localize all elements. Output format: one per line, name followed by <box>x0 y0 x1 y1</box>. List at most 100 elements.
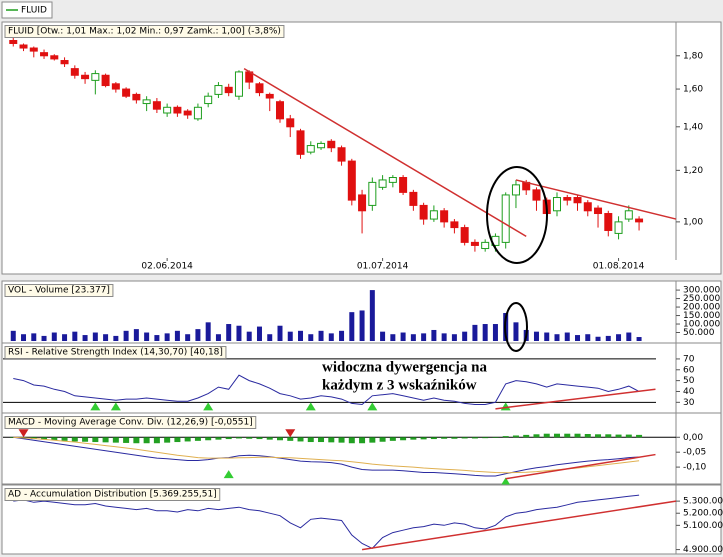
bar <box>92 437 99 443</box>
y-tick-label: 1,40 <box>683 122 703 132</box>
candle-body <box>317 142 326 149</box>
y-tick-label: 1,80 <box>683 51 703 61</box>
bar <box>308 334 314 341</box>
title-box <box>4 25 285 38</box>
bar <box>554 334 560 341</box>
y-tick-label: -0,10 <box>683 463 707 473</box>
bar <box>451 334 457 341</box>
signal-marker <box>90 402 101 411</box>
candle-body <box>481 241 490 250</box>
y-tick-label: 1,20 <box>683 166 703 176</box>
y-tick-label: 5.200.000 <box>683 509 723 519</box>
bar <box>379 437 386 442</box>
bar <box>380 331 386 341</box>
y-tick-label: 5.300.000 <box>683 497 723 507</box>
title-box <box>4 488 221 501</box>
bar <box>267 334 273 341</box>
signal-marker <box>500 477 511 486</box>
y-tick-label: 40 <box>683 387 695 397</box>
candle-body <box>265 93 274 99</box>
tab-label: FLUID <box>21 6 47 16</box>
panel-title: RSI - Relative Strength Index (14,30,70)… <box>8 348 223 358</box>
candle-body <box>470 241 479 246</box>
y-tick-label: 1,60 <box>683 85 703 95</box>
candle-body <box>368 181 377 206</box>
candle-body <box>183 110 192 116</box>
bar <box>616 334 622 341</box>
signal-marker <box>203 402 214 411</box>
candle-body <box>60 60 69 65</box>
y-tick-label: 60 <box>683 365 695 375</box>
bar <box>462 331 468 341</box>
candle-body <box>91 73 100 81</box>
candle-body <box>614 221 623 234</box>
highlight-ellipse <box>486 166 548 264</box>
bar <box>205 437 212 441</box>
bar <box>615 434 622 438</box>
candle-body <box>378 179 387 188</box>
bar <box>205 322 211 341</box>
candle-body <box>604 213 613 231</box>
bar <box>441 333 447 341</box>
bar <box>225 437 232 440</box>
bar <box>51 437 58 441</box>
bar <box>420 437 427 440</box>
bar <box>236 325 242 341</box>
bar <box>133 437 140 444</box>
candle-body <box>419 204 428 220</box>
tab[interactable] <box>1 1 53 19</box>
candle-body <box>594 207 603 215</box>
y-tick-label: 50 <box>683 376 695 386</box>
bar <box>369 290 375 341</box>
bar <box>72 331 78 341</box>
panel-title: MACD - Moving Average Conv. Div. (12,26,… <box>8 418 253 428</box>
bar <box>143 437 150 444</box>
candle-body <box>173 106 182 114</box>
bar <box>113 335 119 341</box>
bar <box>369 437 376 443</box>
bar <box>584 433 591 438</box>
bar <box>164 333 170 341</box>
bar <box>349 312 355 341</box>
x-tick-label: 02.06.2014 <box>141 262 193 272</box>
candle-body <box>193 106 202 120</box>
candle-body <box>552 197 561 212</box>
title-box <box>4 346 227 359</box>
y-tick-label: 70 <box>683 354 695 364</box>
bar <box>82 335 88 341</box>
bar <box>256 326 262 341</box>
candle-body <box>234 71 243 97</box>
candle-body <box>9 39 18 44</box>
signal-marker <box>285 429 296 438</box>
line <box>13 436 640 474</box>
bar <box>154 335 160 341</box>
candle-body <box>19 44 28 49</box>
candle-body <box>40 52 49 57</box>
bar <box>348 437 355 444</box>
annotation: każdym z 3 wskaźników <box>322 377 477 393</box>
candle-body <box>327 140 336 149</box>
bar <box>472 324 478 341</box>
annotation: widoczna dywergencja na <box>322 359 487 375</box>
candle-body <box>70 68 79 76</box>
panel-title: FLUID [Otw.: 1,01 Max.: 1,02 Min.: 0,97 … <box>8 27 281 37</box>
y-tick-label: 30 <box>683 398 695 408</box>
bar <box>185 334 191 341</box>
bar <box>410 334 416 341</box>
bar <box>502 436 509 438</box>
candle-body <box>111 83 120 90</box>
candle-body <box>142 99 151 105</box>
y-tick-label: 0,00 <box>683 433 703 443</box>
candle-body <box>635 218 644 223</box>
candle-body <box>122 88 131 97</box>
bar <box>636 337 642 341</box>
bar <box>287 331 293 341</box>
bar <box>625 434 632 438</box>
candle-body <box>132 93 141 101</box>
candle-body <box>450 221 459 229</box>
candle-body <box>81 74 90 80</box>
bar <box>62 334 68 341</box>
bar <box>266 437 273 440</box>
candle-body <box>224 86 233 94</box>
